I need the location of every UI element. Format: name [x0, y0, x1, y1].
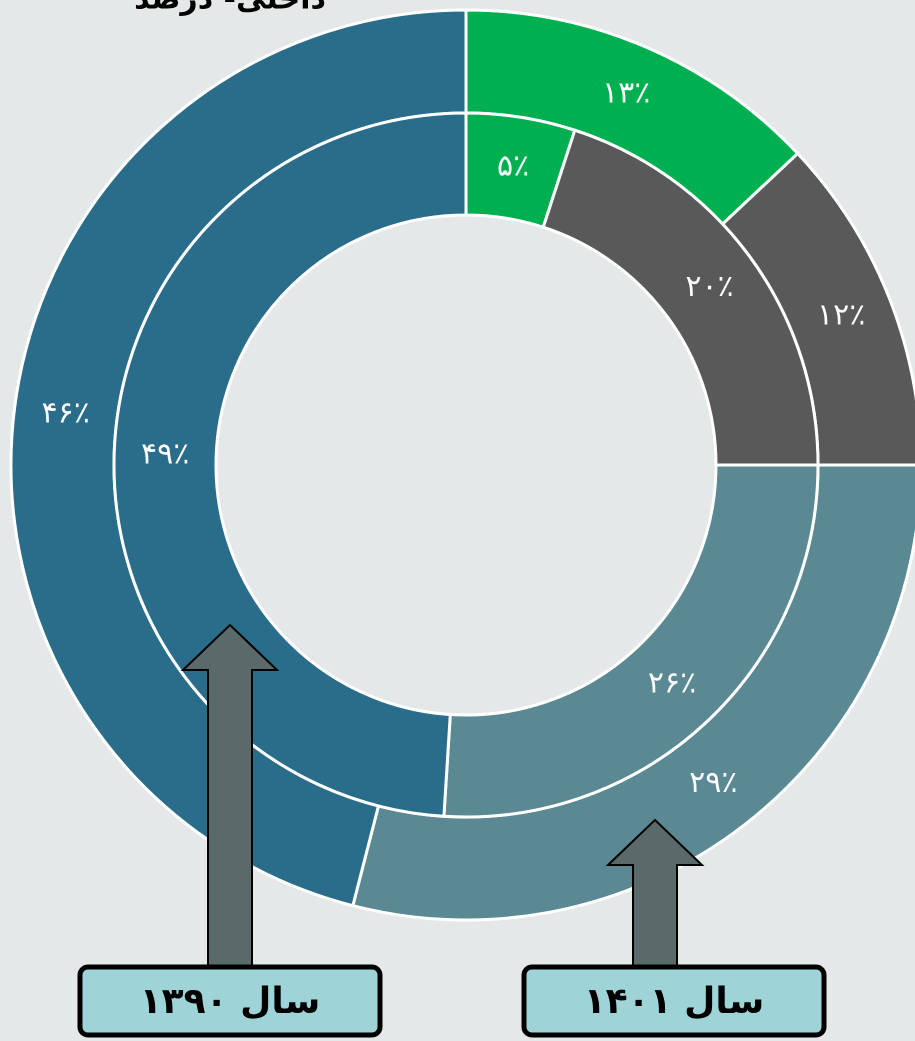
series-label: سال ۱۴۰۱ — [584, 981, 765, 1022]
data-label: ۱۳٪ — [602, 76, 650, 111]
arrow — [180, 623, 280, 969]
chart-title: داخلی- درصد — [134, 0, 326, 17]
data-label: ۲۶٪ — [648, 665, 696, 700]
data-label: ۲۰٪ — [685, 269, 733, 304]
arrow — [605, 818, 705, 969]
data-label: ۱۲٪ — [817, 297, 865, 332]
label-box — [77, 964, 383, 1038]
wedge — [541, 128, 820, 467]
data-label: ۴۶٪ — [42, 395, 90, 430]
data-label: ۲۹٪ — [689, 765, 737, 800]
wedge — [112, 111, 468, 818]
series-label: سال ۱۳۹۰ — [140, 981, 321, 1022]
data-label: ۴۹٪ — [141, 437, 189, 472]
label-box — [521, 964, 827, 1038]
data-label: ۵٪ — [497, 149, 529, 184]
wedge — [442, 463, 820, 819]
